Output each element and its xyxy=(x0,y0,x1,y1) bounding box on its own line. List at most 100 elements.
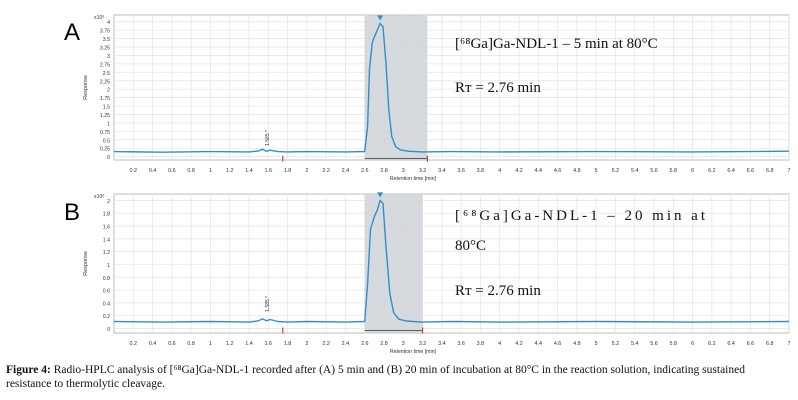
x-tick-label: 4.6 xyxy=(554,168,562,174)
x-axis-label: Retention time [min] xyxy=(390,349,437,355)
x-tick-label: 0.4 xyxy=(149,168,157,174)
x-tick-label: 1 xyxy=(209,168,212,174)
y-tick-label: 3.25 xyxy=(100,46,110,52)
panel-title: 80°C xyxy=(455,238,486,254)
x-tick-label: 3.6 xyxy=(457,168,465,174)
figure-caption: Figure 4: Radio-HPLC analysis of [⁶⁸Ga]G… xyxy=(6,363,792,391)
x-tick-label: 6 xyxy=(691,168,694,174)
axis-exponent: x10⁶ xyxy=(94,194,105,200)
x-tick-label: 0.6 xyxy=(168,168,176,174)
x-tick-label: 6.2 xyxy=(708,341,716,347)
x-tick-label: 0.8 xyxy=(187,341,195,347)
x-tick-label: 4.4 xyxy=(535,168,543,174)
panel-a-chromatogram: 00.250.50.7511.251.51.7522.252.52.7533.2… xyxy=(64,14,791,182)
y-tick-label: 3.75 xyxy=(100,29,110,35)
x-tick-label: 1 xyxy=(209,341,212,347)
x-tick-label: 2 xyxy=(305,168,308,174)
y-tick-label: 2 xyxy=(107,88,110,94)
plot-frame xyxy=(113,14,790,161)
x-tick-label: 0.4 xyxy=(149,341,157,347)
x-tick-label: 1.4 xyxy=(245,168,253,174)
y-tick-label: 2 xyxy=(107,199,110,205)
y-tick-label: 1 xyxy=(107,121,110,127)
y-tick-label: 2.5 xyxy=(103,71,110,77)
x-tick-label: 3.2 xyxy=(419,168,427,174)
x-tick-label: 5.4 xyxy=(631,168,639,174)
y-tick-label: 0.5 xyxy=(103,138,110,144)
minor-peak-label: 1.585 * xyxy=(265,296,271,312)
x-tick-label: 4.4 xyxy=(535,341,543,347)
retention-time-label: Rᴛ = 2.76 min xyxy=(455,283,541,299)
y-axis-label: Response xyxy=(83,75,89,100)
x-tick-label: 4.2 xyxy=(515,168,523,174)
y-tick-label: 0 xyxy=(107,155,110,161)
integration-band xyxy=(364,15,428,160)
x-tick-label: 1.6 xyxy=(265,168,273,174)
panel-title: [⁶⁸Ga]Ga-NDL-1 – 5 min at 80°C xyxy=(455,36,658,52)
x-tick-label: 0.2 xyxy=(130,341,138,347)
y-tick-label: 1.6 xyxy=(103,225,110,231)
x-tick-label: 5.8 xyxy=(670,168,678,174)
retention-time-label: Rᴛ = 2.76 min xyxy=(455,80,541,96)
x-tick-label: 2.4 xyxy=(342,168,350,174)
x-tick-label: 2 xyxy=(305,341,308,347)
x-tick-label: 5.4 xyxy=(631,341,639,347)
x-tick-label: 1.4 xyxy=(245,341,253,347)
x-tick-label: 1.2 xyxy=(226,168,234,174)
x-tick-label: 2.8 xyxy=(380,168,388,174)
x-tick-label: 0.8 xyxy=(187,168,195,174)
x-tick-label: 4.2 xyxy=(515,341,523,347)
x-tick-label: 7 xyxy=(788,168,791,174)
x-tick-label: 5.6 xyxy=(650,341,658,347)
x-tick-label: 4.8 xyxy=(573,341,581,347)
y-tick-label: 3.5 xyxy=(103,37,110,43)
y-tick-label: 1.25 xyxy=(100,113,110,119)
x-tick-label: 6.4 xyxy=(727,168,735,174)
x-tick-label: 5.2 xyxy=(612,168,620,174)
y-tick-label: 0.2 xyxy=(103,314,110,320)
y-tick-label: 0.6 xyxy=(103,289,110,295)
panel-label: A xyxy=(64,19,80,46)
y-tick-label: 2.25 xyxy=(100,79,110,85)
x-tick-label: 3 xyxy=(402,168,405,174)
panel-label: B xyxy=(64,199,80,226)
x-axis-label: Retention time [min] xyxy=(390,176,437,182)
panel-b-chromatogram: 0 0.2 0.4 0.6 0.8 1 1.2 1.4 1.6 1.8 2 0.2 0.4 0.6 0.8 1… xyxy=(64,192,791,355)
y-tick-label: 1.75 xyxy=(100,96,110,102)
y-tick-label: 0 xyxy=(107,327,110,333)
caption-label: Figure 4: xyxy=(6,364,51,376)
x-tick-label: 2.8 xyxy=(380,341,388,347)
x-tick-label: 4.8 xyxy=(573,168,581,174)
minor-peak-label: 1.585 * xyxy=(265,130,271,146)
x-tick-label: 4 xyxy=(498,168,501,174)
x-tick-label: 6.4 xyxy=(727,341,735,347)
y-tick-label: 0.8 xyxy=(103,276,110,282)
chromatogram-trace xyxy=(113,22,790,153)
x-tick-label: 6.8 xyxy=(766,341,774,347)
x-tick-label: 5.6 xyxy=(650,168,658,174)
x-tick-label: 1.8 xyxy=(284,341,292,347)
x-tick-label: 2.4 xyxy=(342,341,350,347)
y-tick-label: 4 xyxy=(107,20,110,26)
x-tick-label: 6.6 xyxy=(747,341,755,347)
x-tick-label: 3.2 xyxy=(419,341,427,347)
x-tick-label: 2.6 xyxy=(361,341,369,347)
caption-text: Radio-HPLC analysis of [⁶⁸Ga]Ga-NDL-1 re… xyxy=(6,364,745,390)
x-tick-label: 5 xyxy=(595,168,598,174)
y-tick-label: 1 xyxy=(107,263,110,269)
peak-apex-marker xyxy=(377,15,384,21)
chromatogram-trace xyxy=(113,199,790,323)
x-tick-label: 4.6 xyxy=(554,341,562,347)
x-tick-label: 6 xyxy=(691,341,694,347)
x-tick-label: 0.2 xyxy=(130,168,138,174)
x-tick-label: 1.2 xyxy=(226,341,234,347)
y-tick-label: 0.75 xyxy=(100,130,110,136)
x-tick-label: 3 xyxy=(402,341,405,347)
x-tick-label: 4 xyxy=(498,341,501,347)
y-tick-label: 1.4 xyxy=(103,237,110,243)
y-tick-label: 1.5 xyxy=(103,105,110,111)
x-tick-label: 5.8 xyxy=(670,341,678,347)
x-tick-label: 1.8 xyxy=(284,168,292,174)
y-axis-label: Response xyxy=(83,251,89,276)
